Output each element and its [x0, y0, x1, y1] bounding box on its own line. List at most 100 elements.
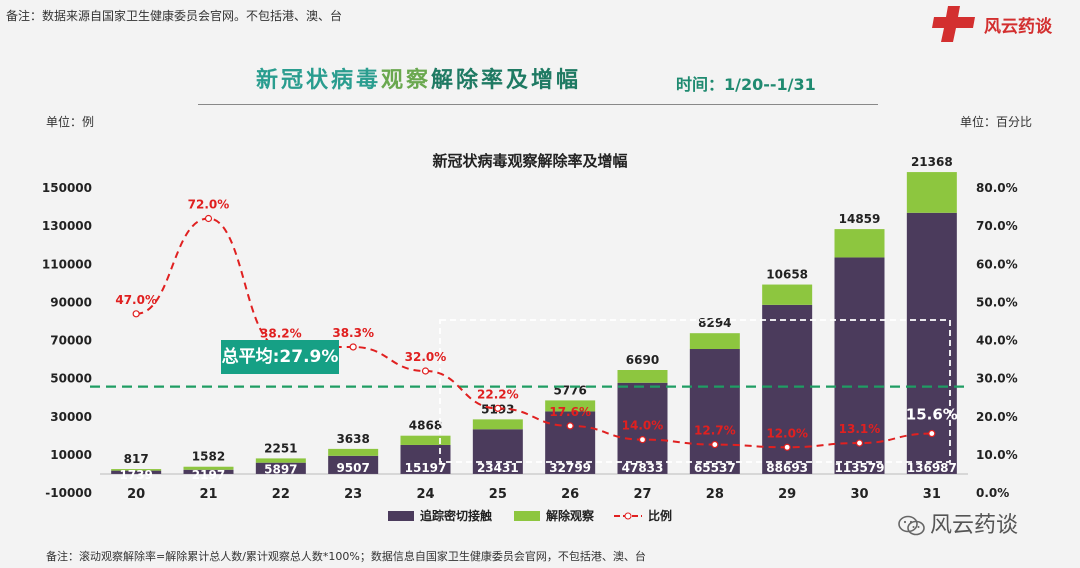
ratio-point [566, 422, 574, 430]
y-left-tick-label: 110000 [42, 257, 92, 271]
tracked-value-label: 65537 [694, 461, 736, 475]
y-right-tick-label: 60.0% [976, 257, 1018, 271]
tracked-value-label: 113579 [834, 461, 884, 475]
bar-released [617, 370, 668, 383]
released-value-label: 14859 [839, 212, 881, 226]
y-right-tick-label: 70.0% [976, 219, 1018, 233]
y-left-tick-label: 150000 [42, 181, 92, 195]
x-category-label: 27 [633, 487, 651, 502]
y-right-tick-label: 10.0% [976, 448, 1018, 462]
released-value-label: 6690 [626, 353, 659, 367]
title-part-1: 新冠状病毒 [256, 68, 382, 93]
y-right-tick-label: 80.0% [976, 181, 1018, 195]
ratio-point [132, 310, 140, 318]
brand-logo: 风云药谈 [930, 4, 1070, 44]
x-category-label: 31 [923, 487, 941, 502]
ratio-value-label: 17.6% [549, 405, 591, 419]
y-left-tick-label: 90000 [50, 295, 92, 309]
released-value-label: 10658 [766, 268, 808, 282]
wechat-icon [898, 515, 925, 536]
y-right-tick-label: 40.0% [976, 334, 1018, 348]
bar-released [762, 284, 813, 305]
ratio-value-label: 13.1% [839, 422, 881, 436]
ratio-value-label: 15.6% [906, 406, 958, 424]
x-category-label: 22 [272, 487, 290, 502]
tracked-value-label: 88693 [766, 461, 808, 475]
x-category-label: 29 [778, 487, 796, 502]
bar-tracked [400, 444, 451, 474]
page-title: 新冠状病毒观察解除率及增幅 [256, 62, 581, 94]
ratio-value-label: 22.2% [477, 387, 519, 401]
ratio-point [783, 443, 791, 451]
wechat-name: 风云药谈 [930, 513, 1019, 538]
bar-released [906, 172, 957, 213]
tracked-value-label: 15197 [405, 461, 447, 475]
ratio-value-label: 14.0% [622, 419, 664, 433]
cross-logo-icon [932, 6, 975, 42]
legend-swatch-released [514, 511, 540, 521]
highlight-frame [439, 319, 951, 463]
brand-name: 风云药谈 [984, 17, 1052, 37]
bar-released [834, 229, 885, 258]
ratio-point [855, 439, 864, 447]
bar-released [689, 333, 740, 350]
bar-tracked [255, 462, 306, 474]
tracked-value-label: 9507 [336, 461, 369, 475]
y-right-tick-label: 0.0% [976, 486, 1009, 500]
bar-released [255, 458, 306, 463]
ratio-point [204, 214, 213, 223]
bar-tracked [545, 411, 596, 474]
y-left-tick-label: 130000 [42, 219, 92, 233]
bar-tracked [111, 470, 162, 474]
ratio-value-label: 47.0% [115, 293, 157, 307]
released-value-label: 817 [124, 452, 149, 466]
y-left-tick-label: 10000 [50, 448, 92, 462]
released-value-label: 1582 [192, 450, 225, 464]
x-category-label: 20 [127, 487, 145, 502]
ratio-value-label: 12.7% [694, 424, 736, 438]
bar-released [545, 400, 596, 412]
x-category-label: 28 [706, 487, 724, 502]
wechat-watermark: 风云药谈 [898, 507, 1018, 539]
y-left-tick-label: -10000 [45, 486, 92, 500]
released-value-label: 3638 [336, 432, 369, 446]
title-divider [198, 104, 878, 105]
bar-released [400, 435, 451, 445]
legend-label-tracked: 追踪密切接触 [420, 508, 492, 523]
legend-label-ratio: 比例 [648, 508, 672, 523]
x-category-label: 24 [416, 487, 434, 502]
bar-released [183, 466, 234, 470]
tracked-value-label: 5897 [264, 462, 297, 476]
top-note: 备注：数据来源自国家卫生健康委员会官网。不包括港、澳、台 [6, 9, 343, 23]
bar-tracked [834, 257, 885, 474]
ratio-value-label: 32.0% [405, 350, 447, 364]
ratio-point [638, 436, 647, 444]
ratio-point [494, 404, 502, 412]
bar-tracked [617, 382, 668, 474]
bar-released [111, 469, 162, 471]
y-right-tick-label: 20.0% [976, 410, 1018, 424]
ratio-line [136, 217, 932, 449]
ratio-point [711, 440, 719, 449]
y-left-tick-label: 50000 [50, 372, 92, 386]
bottom-note: 备注：滚动观察解除率=解除累计总人数/累计观察总人数*100%；数据信息自国家卫… [46, 550, 646, 563]
ratio-point [421, 367, 430, 375]
bar-tracked [689, 349, 740, 474]
ratio-value-label: 72.0% [188, 198, 230, 212]
ratio-point [349, 343, 357, 351]
legend-label-released: 解除观察 [546, 508, 595, 523]
y-left-tick-label: 70000 [50, 334, 92, 348]
tracked-value-label: 2197 [192, 468, 225, 482]
released-value-label: 4868 [409, 419, 442, 433]
x-category-label: 23 [344, 487, 362, 502]
right-unit-label: 单位：百分比 [960, 115, 1033, 129]
y-right-tick-label: 50.0% [976, 295, 1018, 309]
title-part-3: 解除率及增幅 [431, 68, 582, 93]
released-value-label: 8294 [698, 316, 731, 330]
bar-tracked [183, 469, 234, 474]
time-range-label: 时间：1/20--1/31 [676, 75, 816, 94]
average-ratio-box: 总平均:27.9% [221, 340, 339, 374]
title-part-2: 观察 [381, 68, 432, 93]
released-value-label: 5776 [553, 383, 586, 397]
